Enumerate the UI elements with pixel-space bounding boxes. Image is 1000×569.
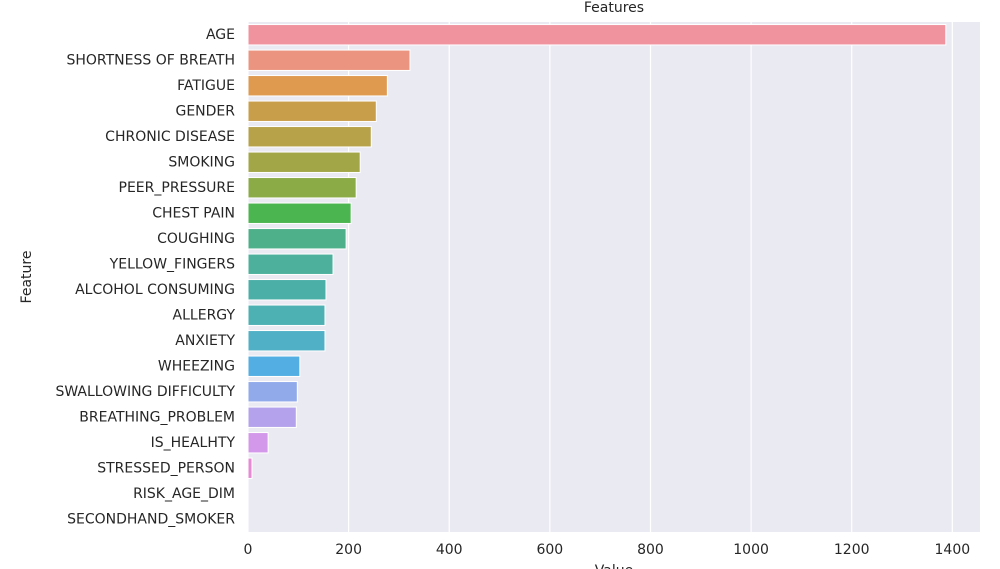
y-tick-label: ALCOHOL CONSUMING <box>75 282 235 298</box>
bar <box>247 75 388 97</box>
y-tick-label: ALLERGY <box>173 307 236 323</box>
bar <box>247 304 326 326</box>
y-axis-label: Feature <box>19 251 35 304</box>
y-tick-label: CHEST PAIN <box>152 205 235 221</box>
y-tick-label: STRESSED_PERSON <box>97 460 235 476</box>
x-tick-label: 400 <box>436 542 463 558</box>
x-tick-label: 800 <box>637 542 664 558</box>
y-tick-label: SMOKING <box>168 154 235 170</box>
bar <box>247 177 357 199</box>
bar <box>247 406 297 428</box>
bar <box>247 253 334 275</box>
x-tick-label: 200 <box>335 542 362 558</box>
y-tick-label: SWALLOWING DIFFICULTY <box>55 384 235 400</box>
y-tick-label: BREATHING_PROBLEM <box>79 409 235 425</box>
y-tick-label: AGE <box>206 27 235 43</box>
y-tick-label: IS_HEALHTY <box>151 435 236 451</box>
bar <box>247 24 947 46</box>
bar <box>247 381 298 403</box>
bar <box>247 330 326 352</box>
y-tick-label: GENDER <box>175 103 235 119</box>
y-tick-label: WHEEZING <box>158 358 235 374</box>
x-axis-label: Value <box>595 563 633 569</box>
x-tick-label: 1400 <box>935 542 971 558</box>
bar <box>247 100 377 122</box>
y-tick-label: YELLOW_FINGERS <box>109 256 235 272</box>
y-tick-label: SECONDHAND_SMOKER <box>67 511 235 527</box>
x-tick-label: 0 <box>244 542 253 558</box>
bar <box>247 432 269 454</box>
x-tick-label: 1200 <box>834 542 870 558</box>
bar <box>247 355 301 377</box>
y-tick-label: RISK_AGE_DIM <box>133 486 235 502</box>
y-tick-label: CHRONIC DISEASE <box>105 129 235 145</box>
y-tick-label: PEER_PRESSURE <box>119 180 235 196</box>
chart-title: Features <box>584 0 644 16</box>
plot-area <box>248 22 980 532</box>
bar <box>247 202 352 224</box>
y-tick-label: FATIGUE <box>177 78 235 94</box>
x-tick-label: 600 <box>536 542 563 558</box>
y-tick-label: COUGHING <box>157 231 235 247</box>
bar <box>247 49 411 71</box>
bar <box>247 228 347 250</box>
x-tick-label: 1000 <box>733 542 769 558</box>
y-tick-label: SHORTNESS OF BREATH <box>66 52 235 68</box>
bar <box>247 279 327 301</box>
bar <box>247 151 361 173</box>
y-tick-label: ANXIETY <box>175 333 235 349</box>
bar <box>247 126 372 148</box>
bar <box>247 457 253 479</box>
